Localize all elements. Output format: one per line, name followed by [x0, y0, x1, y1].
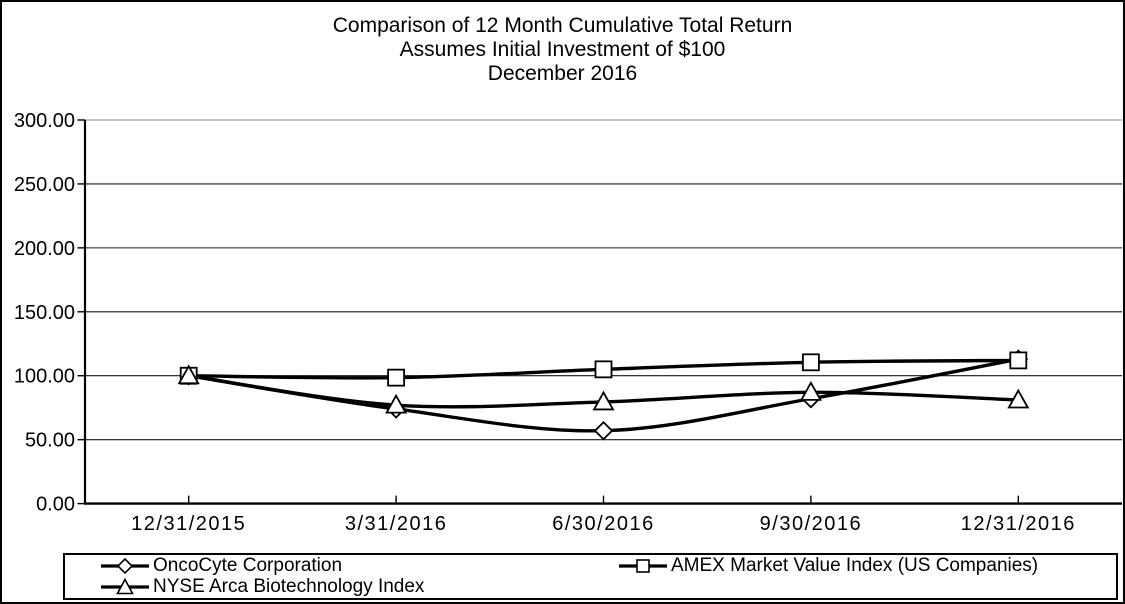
legend-label-nyse: NYSE Arca Biotechnology Index — [153, 576, 425, 597]
legend-item-oncocyte: OncoCyte Corporation — [99, 555, 342, 577]
x-axis-tick-label: 12/31/2015 — [131, 513, 246, 535]
chart-title-line3: December 2016 — [487, 62, 638, 85]
data-point-marker — [799, 381, 822, 401]
chart-legend: OncoCyte Corporation AMEX Market Value I… — [63, 553, 1118, 600]
triangle-marker-icon — [101, 577, 149, 595]
data-point-marker — [177, 364, 200, 385]
chart-title-line1: Comparison of 12 Month Cumulative Total … — [332, 14, 793, 37]
x-axis-tick-label: 6/30/2016 — [552, 513, 654, 535]
data-point-marker — [802, 353, 820, 372]
chart-title-line2: Assumes Initial Investment of $100 — [399, 38, 726, 61]
data-point-marker — [1009, 351, 1028, 370]
data-point-marker — [592, 390, 615, 411]
y-axis-tick-label: 0.00 — [36, 494, 75, 516]
x-axis-tick-label: 3/31/2016 — [345, 513, 447, 535]
y-axis-tick-label: 50.00 — [25, 430, 75, 452]
chart-title-block: Comparison of 12 Month Cumulative Total … — [0, 14, 1125, 86]
legend-label-oncocyte: OncoCyte Corporation — [153, 555, 343, 576]
data-point-marker — [385, 393, 408, 414]
x-axis-tick-label: 12/31/2016 — [961, 513, 1076, 535]
legend-item-amex: AMEX Market Value Index (US Companies) — [617, 555, 1038, 577]
data-point-marker — [387, 368, 406, 387]
y-axis-tick-label: 200.00 — [14, 238, 75, 260]
data-point-marker — [1007, 388, 1030, 409]
square-marker-icon — [619, 559, 667, 573]
legend-item-nyse: NYSE Arca Biotechnology Index — [99, 576, 424, 598]
x-axis-tick-label: 9/30/2016 — [760, 513, 862, 535]
y-axis-tick-label: 100.00 — [14, 366, 75, 388]
data-point-marker — [593, 420, 614, 441]
y-axis-tick-label: 250.00 — [14, 174, 75, 196]
legend-label-amex: AMEX Market Value Index (US Companies) — [671, 555, 1039, 576]
data-point-marker — [594, 360, 613, 379]
diamond-marker-icon — [101, 557, 149, 575]
y-axis-tick-label: 150.00 — [14, 302, 75, 324]
y-axis-tick-label: 300.00 — [14, 110, 75, 132]
